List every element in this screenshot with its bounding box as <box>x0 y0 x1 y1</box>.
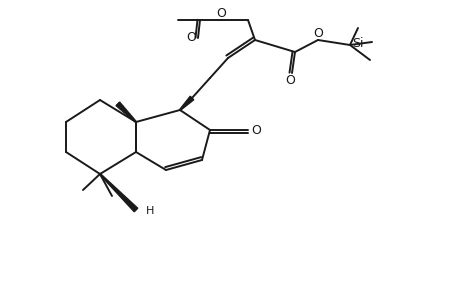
Text: O: O <box>313 26 322 40</box>
Text: O: O <box>285 74 294 86</box>
Text: Si: Si <box>352 37 363 50</box>
Text: O: O <box>216 7 225 20</box>
Polygon shape <box>116 102 136 122</box>
Polygon shape <box>100 174 137 212</box>
Polygon shape <box>179 96 193 110</box>
Text: O: O <box>251 124 260 136</box>
Text: H: H <box>146 206 154 216</box>
Text: O: O <box>185 31 196 44</box>
